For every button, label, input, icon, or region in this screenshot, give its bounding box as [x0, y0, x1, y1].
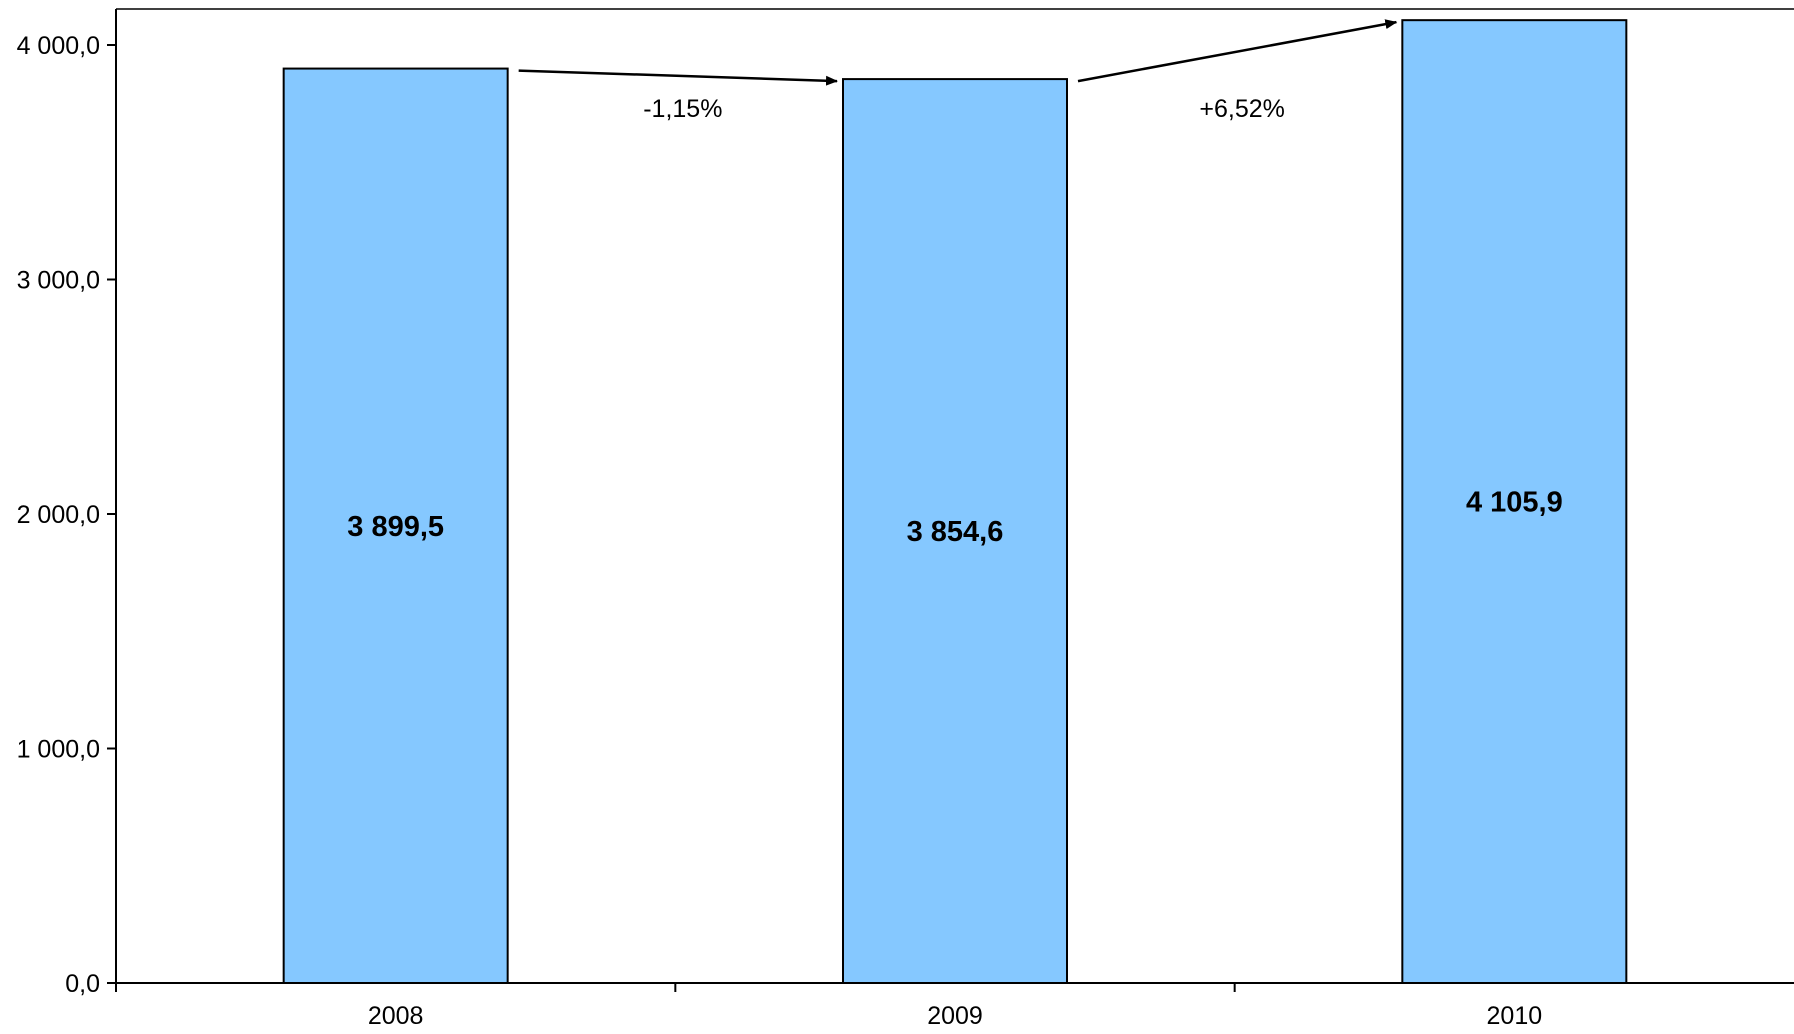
y-tick-label-3: 3 000,0: [17, 267, 100, 295]
x-tick-label-2008: 2008: [368, 1002, 424, 1030]
value-label-2010: 4 105,9: [1466, 487, 1563, 519]
y-tick-label-4: 4 000,0: [17, 32, 100, 60]
annotations-group: -1,15% +6,52%: [518, 19, 1398, 123]
change-arrow-2009-2010: [1077, 19, 1398, 83]
y-tick-label-0: 0,0: [65, 970, 100, 998]
change-label-2009-2010: +6,52%: [1199, 95, 1285, 123]
value-label-2008: 3 899,5: [347, 511, 444, 543]
y-tick-label-2: 2 000,0: [17, 501, 100, 529]
x-tick-label-2010: 2010: [1487, 1002, 1543, 1030]
y-ticks-group: 0,0 1 000,0 2 000,0 3 000,0 4 000,0: [17, 32, 116, 998]
y-tick-label-1: 1 000,0: [17, 736, 100, 764]
x-tick-label-2009: 2009: [927, 1002, 983, 1030]
change-arrow-2008-2009: [518, 69, 838, 86]
bar-2009: [842, 78, 1068, 984]
x-ticks-group: 2008 2009 2010: [115, 983, 1543, 1030]
change-label-2008-2009: -1,15%: [643, 95, 722, 123]
value-labels-group: 3 899,5 3 854,6 4 105,9: [347, 487, 1562, 548]
value-label-2009: 3 854,6: [907, 516, 1004, 548]
bars-group: [282, 19, 1628, 985]
